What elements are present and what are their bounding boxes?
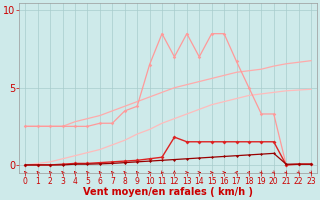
X-axis label: Vent moyen/en rafales ( km/h ): Vent moyen/en rafales ( km/h ) xyxy=(83,187,253,197)
